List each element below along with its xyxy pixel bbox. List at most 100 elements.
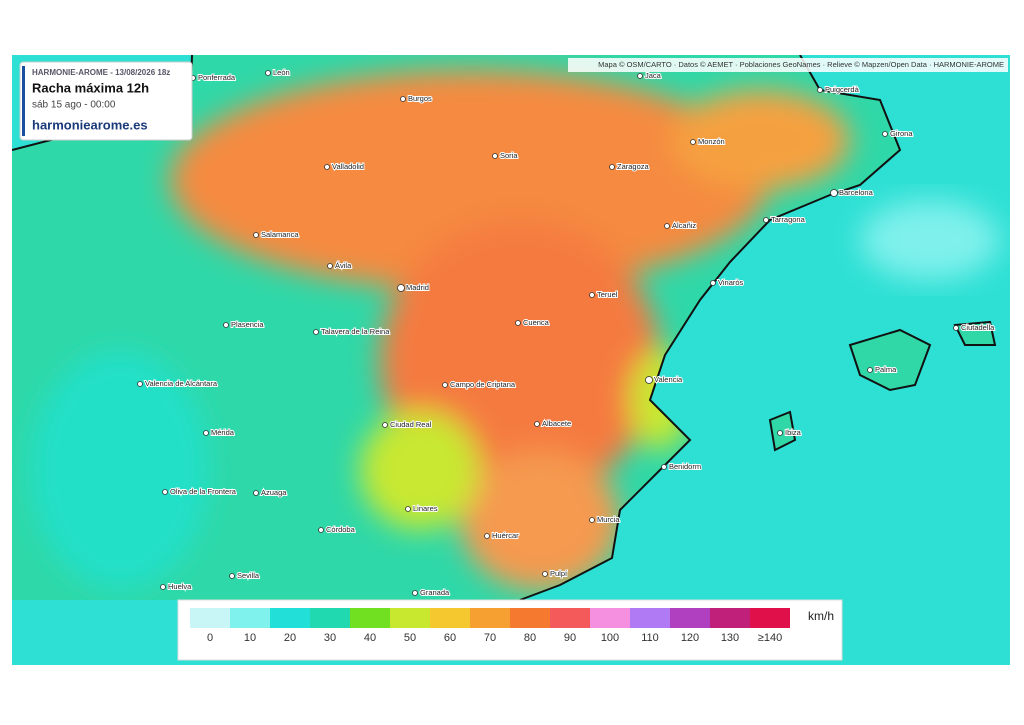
city-dot: [542, 571, 548, 577]
city-label: Huércar: [492, 531, 519, 540]
sea-calm: [860, 200, 1000, 280]
city-label: Ávila: [335, 261, 352, 270]
city-dot: [313, 329, 319, 335]
legend-swatch: [190, 608, 230, 628]
legend-label: 80: [524, 632, 536, 644]
header-site[interactable]: harmoniearome.es: [32, 117, 148, 132]
city-label: Córdoba: [326, 525, 356, 534]
city-label: Cuenca: [523, 318, 550, 327]
legend: km/h 0 10 20 30 40 50 60 70 80 90 100 110 120 130 ≥140: [177, 599, 843, 661]
city-dot: [324, 164, 330, 170]
city-label: Huelva: [168, 582, 192, 591]
legend-swatch: [590, 608, 630, 628]
header-box: HARMONIE-AROME - 13/08/2026 18z Racha má…: [19, 61, 193, 141]
city-dot: [442, 382, 448, 388]
legend-swatch: [510, 608, 550, 628]
city-label: Jaca: [645, 71, 662, 80]
city-label: Ciutadella: [961, 323, 995, 332]
legend-label: 120: [681, 632, 699, 644]
city-dot: [589, 517, 595, 523]
legend-swatch: [350, 608, 390, 628]
city-label: Ibiza: [785, 428, 802, 437]
city-dot: [664, 223, 670, 229]
city-dot: [484, 533, 490, 539]
legend-label: 60: [444, 632, 456, 644]
attribution: Mapa © OSM/CARTO · Datos © AEMET · Pobla…: [598, 60, 1004, 69]
city-dot: [637, 73, 643, 79]
city-label: Pulpí: [550, 569, 568, 578]
legend-swatch: [710, 608, 750, 628]
city-label: Granada: [420, 588, 450, 597]
city-dot: [763, 217, 769, 223]
island-menorca: [953, 320, 997, 346]
legend-label: 90: [564, 632, 576, 644]
legend-unit: km/h: [808, 609, 834, 623]
legend-label: 40: [364, 632, 376, 644]
city-label: Plasencia: [231, 320, 264, 329]
city-label: Ciudad Real: [390, 420, 432, 429]
city-dot: [645, 376, 653, 384]
city-dot: [412, 590, 418, 596]
city-dot: [253, 232, 259, 238]
city-label: Alcañiz: [672, 221, 696, 230]
city-label: Linares: [413, 504, 438, 513]
city-label: Burgos: [408, 94, 432, 103]
city-dot: [397, 284, 405, 292]
city-label: Azuaga: [261, 488, 287, 497]
map: Ponferrada León Burgos Jaca Puigcerdà Soria Mo…: [12, 55, 1010, 665]
legend-label: 30: [324, 632, 336, 644]
city-label: Zaragoza: [617, 162, 650, 171]
city-dot: [690, 139, 696, 145]
city-dot: [318, 527, 324, 533]
city-dot: [867, 367, 873, 373]
city-label: Teruel: [597, 290, 618, 299]
header-accent: [22, 66, 25, 136]
city-dot: [609, 164, 615, 170]
city-dot: [817, 87, 823, 93]
legend-label: 20: [284, 632, 296, 644]
legend-swatch: [310, 608, 350, 628]
city-dot: [160, 584, 166, 590]
city-label: Valencia: [654, 375, 683, 384]
island-ibiza: [768, 410, 797, 452]
legend-label: 0: [207, 632, 213, 644]
city-dot: [382, 422, 388, 428]
city-dot: [405, 506, 411, 512]
legend-label: 130: [721, 632, 739, 644]
city-dot: [534, 421, 540, 427]
header-model: HARMONIE-AROME - 13/08/2026 18z: [32, 68, 170, 77]
header-title: Racha máxima 12h: [32, 80, 149, 95]
city-dot: [137, 381, 143, 387]
city-label: Talavera de la Reina: [321, 327, 390, 336]
city-dot: [253, 490, 259, 496]
city-label: Tarragona: [771, 215, 806, 224]
island-mallorca: [848, 328, 932, 392]
city-label: Madrid: [406, 283, 429, 292]
city-label: Oliva de la Frontera: [170, 487, 237, 496]
city-label: Salamanca: [261, 230, 299, 239]
city-label: Mérida: [211, 428, 235, 437]
city-dot: [327, 263, 333, 269]
city-dot: [953, 325, 959, 331]
legend-swatch: [470, 608, 510, 628]
city-dot: [229, 573, 235, 579]
city-label: Albacete: [542, 419, 571, 428]
city-label: Monzón: [698, 137, 725, 146]
city-dot: [515, 320, 521, 326]
wind-field: [30, 70, 850, 590]
city-label: Benidorm: [669, 462, 701, 471]
legend-label: 50: [404, 632, 416, 644]
legend-swatch: [230, 608, 270, 628]
city-label: Valencia de Alcántara: [145, 379, 218, 388]
city-label: Soria: [500, 151, 518, 160]
city-dot: [162, 489, 168, 495]
city-dot: [710, 280, 716, 286]
legend-label: 110: [641, 632, 659, 644]
city-label: Palma: [875, 365, 897, 374]
legend-label: ≥140: [758, 632, 782, 644]
legend-swatch: [630, 608, 670, 628]
city-dot: [492, 153, 498, 159]
city-label: Puigcerdà: [825, 85, 860, 94]
city-dot: [589, 292, 595, 298]
